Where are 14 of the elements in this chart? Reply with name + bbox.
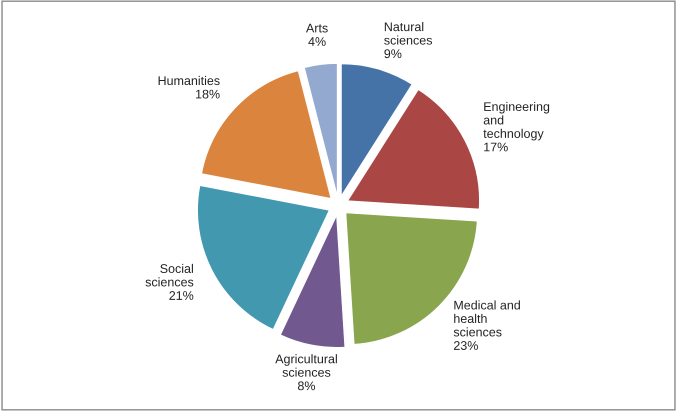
data-label: 17% (484, 142, 508, 152)
data-label: 9% (384, 49, 402, 58)
slice-label: Agricultural sciences (275, 354, 337, 377)
data-label: 8% (298, 381, 316, 390)
slice-label: Natural sciences (384, 22, 432, 45)
data-label: 23% (454, 341, 478, 350)
slice-label: Arts (306, 24, 328, 32)
data-label: 18% (196, 90, 220, 99)
data-label: 4% (308, 37, 326, 46)
slice-label: Medical and health sciences (454, 300, 520, 336)
slice-label: Social sciences (145, 264, 194, 286)
data-label: 21% (169, 291, 194, 300)
slice-label: Humanities (158, 76, 220, 86)
slice-label: Engineering and technology (483, 102, 550, 140)
